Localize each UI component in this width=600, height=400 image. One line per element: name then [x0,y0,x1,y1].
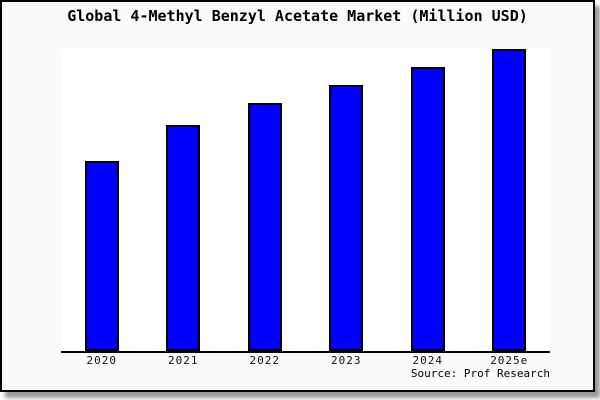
bars-container [61,49,550,351]
bar-2021 [166,124,201,351]
x-axis-tick-labels: 2020 2021 2022 2023 2024 2025e [61,354,550,367]
bar-2020 [84,160,119,351]
source-note: Source: Prof Research [410,367,550,380]
bar-2023 [329,85,364,351]
bar-slot-2022 [224,49,306,351]
x-tick-label-2025e: 2025e [490,354,529,367]
chart-title: Global 4-Methyl Benzyl Acetate Market (M… [67,7,528,25]
bar-slot-2025e [469,49,551,351]
chart-figure: Global 4-Methyl Benzyl Acetate Market (M… [0,0,595,392]
x-tick-label-2024: 2024 [412,354,443,367]
bar-2024 [410,67,445,351]
bar-slot-2024 [387,49,469,351]
bar-slot-2023 [306,49,388,351]
x-tick-label-2023: 2023 [331,354,362,367]
x-tick-label-2020: 2020 [86,354,117,367]
bar-slot-2020 [61,49,143,351]
bar-2025e [492,49,527,351]
x-tick-label-2022: 2022 [249,354,280,367]
plot-area [61,49,550,353]
bar-slot-2021 [143,49,225,351]
x-tick-label-2021: 2021 [168,354,199,367]
bar-2022 [247,103,282,351]
